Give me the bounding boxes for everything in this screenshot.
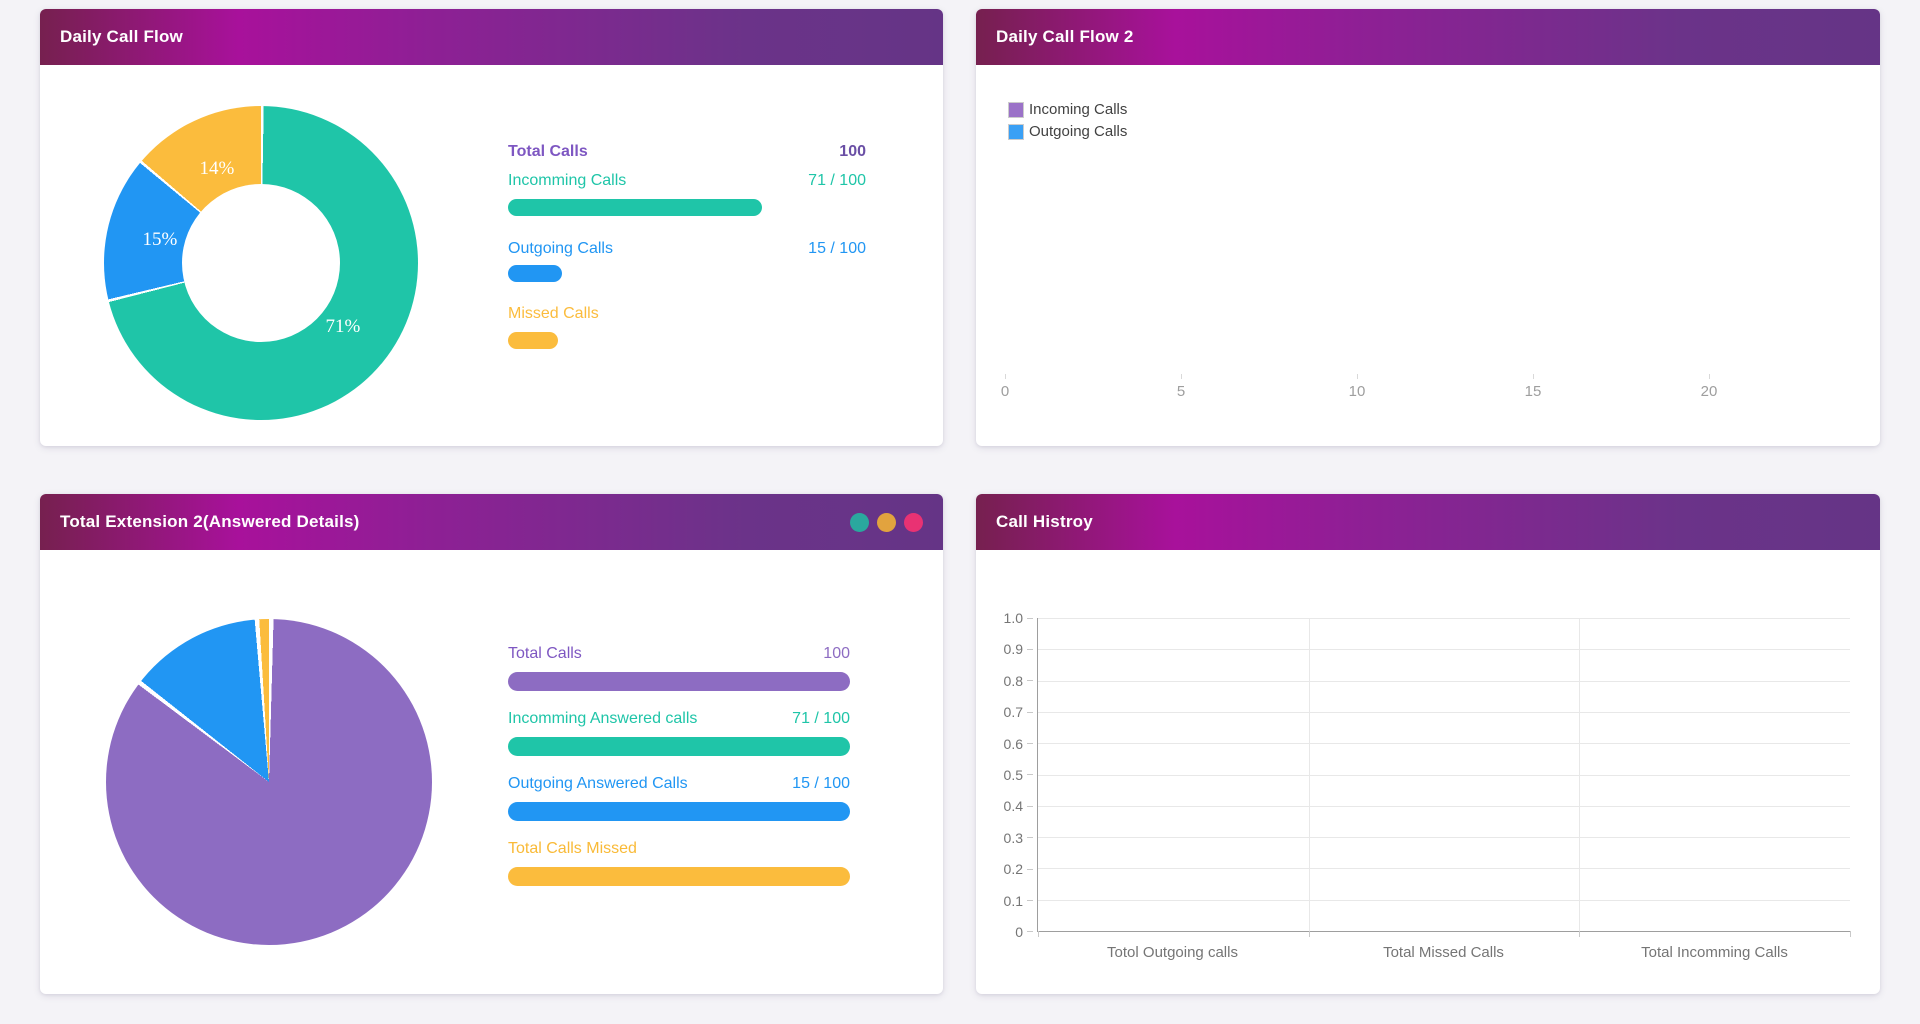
chart-legend: Incoming Calls Outgoing Calls: [1008, 101, 1127, 145]
h-gridline: [1038, 711, 1850, 713]
outgoing-calls-progressbar: [508, 265, 866, 282]
incoming-calls-value: 71 / 100: [808, 172, 866, 189]
total-calls-label: Total Calls: [508, 143, 588, 160]
legend-item-outgoing-calls[interactable]: Outgoing Calls: [1008, 123, 1127, 140]
incoming-calls-progressbar: [508, 199, 866, 216]
x-axis-tick: [1850, 931, 1851, 937]
list-item[interactable]: [850, 512, 869, 532]
card-title: Daily Call Flow: [60, 27, 183, 46]
card-header: Daily Call Flow 2: [976, 9, 1880, 65]
card-header: Total Extension 2(Answered Details): [40, 494, 943, 550]
h-gridline: [1038, 868, 1850, 870]
call-history-plot-area[interactable]: [1037, 618, 1851, 937]
x-axis-ticks: 0 5 10 15 20: [1000, 374, 1718, 400]
daily-call-flow-donut-chart[interactable]: 71% 15% 14%: [104, 106, 418, 420]
card-title: Call Histroy: [996, 512, 1093, 531]
h-gridline: [1038, 774, 1850, 776]
progress-fill: [508, 802, 850, 821]
outgoing-answered-progressbar: [508, 802, 850, 821]
legend-item-incoming-calls[interactable]: Incoming Calls: [1008, 101, 1127, 118]
total-missed-progressbar: [508, 867, 850, 886]
h-gridline: [1038, 899, 1850, 901]
total-extension-pie-chart[interactable]: [106, 619, 432, 945]
card-total-extension: Total Extension 2(Answered Details) Tota…: [40, 494, 943, 994]
h-gridline: [1038, 805, 1850, 807]
progress-fill: [508, 199, 763, 216]
list-item: Total Incomming Calls: [1641, 944, 1788, 961]
total-missed-label: Total Calls Missed: [508, 840, 637, 857]
card-daily-call-flow: Daily Call Flow 71% 15% 14% Total Calls 10…: [40, 9, 943, 446]
x-axis-tick: [1308, 931, 1310, 937]
pie-slice-percent-label: 15%: [142, 229, 178, 251]
incoming-answered-value: 71 / 100: [792, 710, 850, 727]
donut-hole: [182, 184, 340, 342]
progress-fill: [508, 672, 850, 691]
incoming-answered-label: Incomming Answered calls: [508, 710, 698, 727]
pie-slice-percent-label: 71%: [325, 315, 361, 337]
card-title: Total Extension 2(Answered Details): [60, 512, 360, 531]
card-daily-call-flow-2: Daily Call Flow 2 Incoming Calls Outgoin…: [976, 9, 1880, 446]
incoming-calls-label: Incomming Calls: [508, 172, 627, 189]
list-item: Totol Outgoing calls: [1107, 944, 1238, 961]
header-series-dots[interactable]: [850, 512, 923, 532]
card-header: Daily Call Flow: [40, 9, 943, 65]
progress-fill: [508, 265, 562, 282]
missed-calls-label: Missed Calls: [508, 305, 599, 322]
x-axis-tick: [1038, 931, 1039, 937]
progress-fill: [508, 867, 850, 886]
daily-call-flow-stats: Total Calls 100 Incomming Calls 71 / 100…: [508, 143, 866, 358]
total-calls-label: Total Calls: [508, 645, 582, 662]
total-calls-progressbar: [508, 672, 850, 691]
card-call-history: Call Histroy 1.0 0.9 0.8 0.7 0.6 0.5 0.4 0.3 0.2…: [976, 494, 1880, 994]
outgoing-answered-label: Outgoing Answered Calls: [508, 775, 688, 792]
h-gridline: [1038, 680, 1850, 682]
h-gridline: [1038, 743, 1850, 745]
total-calls-value: 100: [823, 645, 850, 662]
legend-swatch-outgoing: [1008, 123, 1024, 140]
legend-label: Incoming Calls: [1029, 101, 1128, 118]
list-item[interactable]: [877, 512, 896, 532]
x-axis-category-labels: Totol Outgoing calls Total Missed Calls To…: [1037, 944, 1850, 961]
h-gridline: [1038, 618, 1850, 619]
x-axis-tick: [1579, 931, 1581, 937]
card-title: Daily Call Flow 2: [996, 27, 1134, 46]
v-gridline: [1579, 618, 1581, 931]
total-calls-value: 100: [839, 143, 866, 160]
h-gridline: [1038, 649, 1850, 651]
card-header: Call Histroy: [976, 494, 1880, 550]
total-extension-stats: Total Calls 100 Incomming Answered calls…: [508, 645, 850, 905]
outgoing-calls-value: 15 / 100: [808, 240, 866, 257]
progress-fill: [508, 332, 559, 349]
legend-swatch-incoming: [1008, 101, 1024, 118]
list-item: Total Missed Calls: [1383, 944, 1504, 961]
list-item[interactable]: [904, 512, 923, 532]
outgoing-answered-value: 15 / 100: [792, 775, 850, 792]
v-gridline: [1308, 618, 1310, 931]
progress-fill: [508, 737, 850, 756]
y-axis-labels: 1.0 0.9 0.8 0.7 0.6 0.5 0.4 0.3 0.2 0.1 0: [1003, 610, 1033, 940]
h-gridline: [1038, 837, 1850, 839]
outgoing-calls-label: Outgoing Calls: [508, 240, 613, 257]
pie-slice-percent-label: 14%: [199, 158, 235, 180]
missed-calls-progressbar: [508, 332, 866, 349]
legend-label: Outgoing Calls: [1029, 123, 1128, 140]
incoming-answered-progressbar: [508, 737, 850, 756]
